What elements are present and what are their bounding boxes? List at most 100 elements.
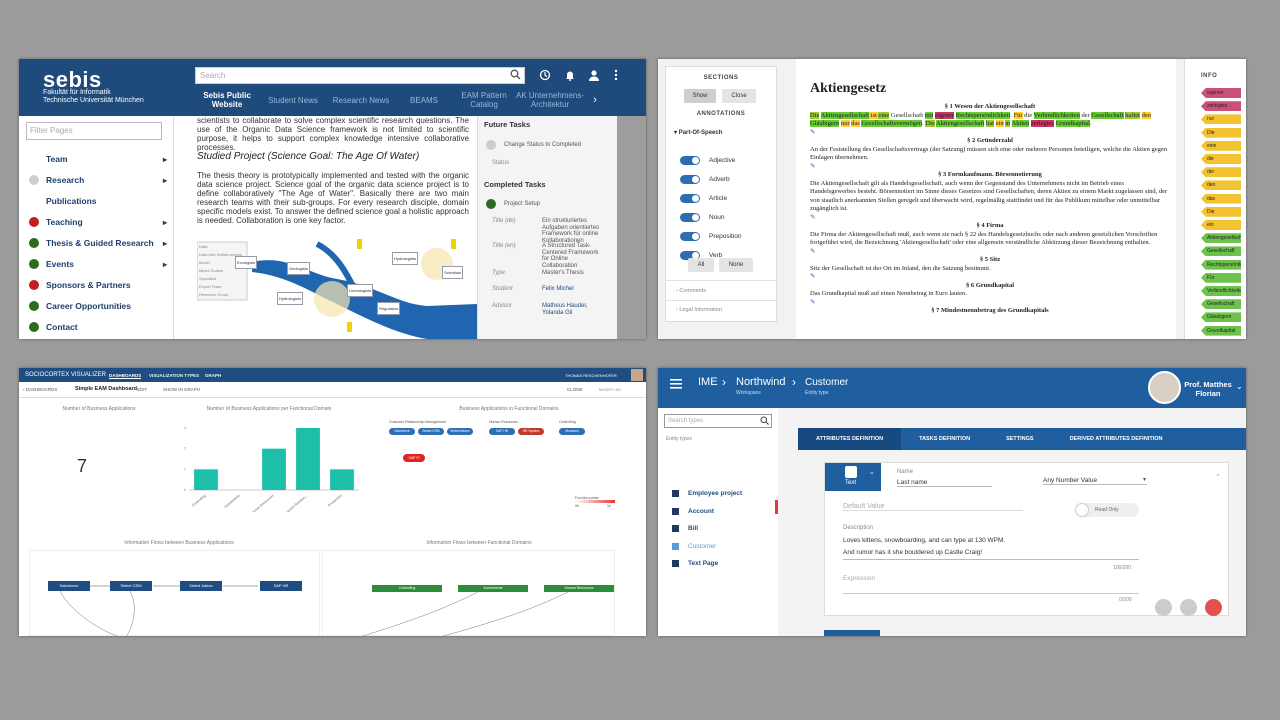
sidebar-item[interactable]: Thesis & Guided Research ▸ [29, 233, 167, 253]
attribute-type-selector[interactable]: ⌄ Text [825, 463, 881, 491]
bar[interactable] [194, 469, 218, 490]
delete-icon[interactable] [1205, 599, 1222, 616]
entity-type-item[interactable]: Employee project [672, 490, 742, 497]
toggle-switch[interactable] [680, 232, 700, 241]
tab-tasks-definition[interactable]: TASKS DEFINITION [919, 436, 971, 442]
annotation-tag[interactable]: eine [1201, 140, 1241, 151]
sidebar-item[interactable]: Contact [29, 317, 167, 337]
nav-ak-architektur[interactable]: AK Unternehmens-Architektur [515, 91, 585, 109]
search-types-input[interactable]: Search types [664, 414, 772, 428]
hamburger-menu-icon[interactable] [670, 379, 682, 389]
menu-graph[interactable]: GRAPH [205, 373, 222, 378]
breadcrumb-customer[interactable]: Customer [805, 377, 849, 388]
tab-attributes-definition[interactable]: ATTRIBUTES DEFINITION [798, 428, 902, 450]
user-icon[interactable] [588, 69, 600, 81]
toggle-switch[interactable] [680, 156, 700, 165]
nav-eam-pattern[interactable]: EAM Pattern Catalog [461, 91, 507, 109]
bar[interactable] [330, 469, 354, 490]
default-value-input[interactable]: Default Value [843, 503, 1023, 511]
user-name[interactable]: THOMAS RESCHENHOFER [565, 373, 617, 378]
toggle-switch[interactable] [680, 213, 700, 222]
more-menu-icon[interactable] [613, 69, 619, 81]
bar[interactable] [296, 428, 320, 490]
annotation-tag[interactable]: Für [1201, 272, 1241, 283]
toggle-noun[interactable]: Noun [680, 213, 725, 222]
annotation-tag[interactable]: eigener [1201, 88, 1241, 98]
chevron-right-icon[interactable]: ▸ [162, 175, 167, 185]
toggle-preposition[interactable]: Preposition [680, 232, 742, 241]
task-project-setup[interactable]: Project Setup [504, 201, 541, 207]
chevron-down-icon[interactable]: ⌄ [869, 469, 875, 476]
back-to-dashboards[interactable]: ‹ DASHBOARDS [23, 387, 58, 392]
history-icon[interactable] [539, 69, 551, 81]
edit-icon[interactable]: ✎ [810, 298, 816, 306]
toggle-switch[interactable] [680, 194, 700, 203]
annotation-tag[interactable]: ein [1201, 220, 1241, 230]
avatar[interactable] [631, 369, 643, 381]
annotation-tag[interactable]: Rechtspersönlichkeit [1201, 259, 1241, 270]
menu-visualization-types[interactable]: VISUALIZATION TYPES [149, 373, 200, 378]
sidebar-item[interactable]: Sponsors & Partners [29, 275, 167, 295]
sebis-logo[interactable]: sebis [43, 67, 102, 92]
app-node[interactable]: Siebel Addon [180, 581, 222, 591]
tab-settings[interactable]: SETTINGS [1006, 436, 1034, 442]
collapse-icon[interactable]: ⌃ [1215, 474, 1221, 481]
chevron-right-icon[interactable]: ▸ [162, 217, 167, 227]
description-textarea[interactable]: Loves kittens, snowboarding, and can typ… [843, 535, 1139, 560]
annotation-tag[interactable]: Die [1201, 127, 1241, 138]
application-pill[interactable]: HR System [518, 428, 544, 435]
tab-derived-attributes[interactable]: DERIVED ATTRIBUTES DEFINITION [1069, 436, 1163, 442]
search-icon[interactable] [760, 416, 769, 425]
save-icon[interactable] [1155, 599, 1172, 616]
nav-beams[interactable]: BEAMS [409, 95, 438, 105]
property-value[interactable]: Felix Michel [542, 286, 574, 292]
toggle-switch[interactable] [680, 175, 700, 184]
edit-icon[interactable]: ✎ [810, 247, 816, 255]
filter-pages-input[interactable]: Filter Pages [26, 122, 162, 140]
annotation-tag[interactable]: nur [1201, 114, 1241, 125]
chevron-right-icon[interactable]: ▸ [162, 259, 167, 269]
menu-dashboards[interactable]: DASHBOARDS [109, 373, 142, 379]
application-pill[interactable]: SAP HR [489, 428, 515, 435]
annotation-tag[interactable]: die [1201, 154, 1241, 164]
toggle-article[interactable]: Article [680, 194, 727, 203]
domain-node[interactable]: Controlling [372, 585, 442, 592]
edit-button[interactable]: EDIT [137, 387, 148, 392]
edit-icon[interactable]: ✎ [810, 273, 816, 280]
visualizer-brand[interactable]: SOCIOCORTEX VISUALIZER [25, 372, 106, 378]
all-button[interactable]: All [688, 258, 714, 272]
toggle-switch[interactable] [680, 251, 700, 260]
application-pill[interactable]: Siebel CRM [418, 428, 444, 435]
edit-icon[interactable]: ✎ [810, 162, 816, 170]
nav-student-news[interactable]: Student News [268, 95, 318, 105]
avatar[interactable] [1148, 371, 1181, 404]
breadcrumb-ime[interactable]: IME [698, 376, 718, 388]
task-change-status[interactable]: Change Status to Completed [504, 142, 582, 148]
property-value[interactable]: Matheus Hauder, Yolanda Gil [542, 303, 588, 316]
annotation-tag[interactable]: zerlegtes [1201, 101, 1241, 112]
app-node[interactable]: Salesforce [48, 581, 90, 591]
annotation-tag[interactable]: Die [1201, 206, 1241, 217]
scrollbar[interactable] [617, 116, 646, 339]
read-only-toggle[interactable]: Read Only [1075, 503, 1139, 517]
annotation-tag[interactable]: Gesellschaft [1201, 246, 1241, 257]
clone-button[interactable]: CLONE [567, 387, 583, 392]
entity-type-item[interactable]: Account [672, 507, 714, 515]
entity-type-item[interactable]: Bill [672, 525, 698, 532]
chevron-right-icon[interactable]: ▸ [162, 238, 167, 248]
next-attribute-card[interactable] [824, 630, 880, 636]
search-input[interactable]: Search [195, 67, 525, 84]
sidebar-item[interactable]: Teaching ▸ [29, 212, 167, 232]
sidebar-item[interactable]: Team ▸ [29, 149, 167, 169]
part-of-speech-toggle[interactable]: ▾ Part-Of-Speech [674, 130, 723, 136]
application-pill[interactable]: SAP FI [403, 454, 425, 462]
application-pill[interactable]: Siebel Addon [447, 428, 473, 435]
entity-type-item[interactable]: Text Page [672, 560, 718, 567]
application-pill[interactable]: Modsim3 [559, 428, 585, 435]
bar[interactable] [262, 448, 286, 490]
application-pill[interactable]: Salesforce [389, 428, 415, 435]
toggle-verb[interactable]: Verb [680, 251, 722, 260]
domain-node[interactable]: Investments [458, 585, 528, 592]
number-type-select[interactable]: Any Number Value [1043, 477, 1147, 485]
annotation-tag[interactable]: der [1201, 167, 1241, 178]
